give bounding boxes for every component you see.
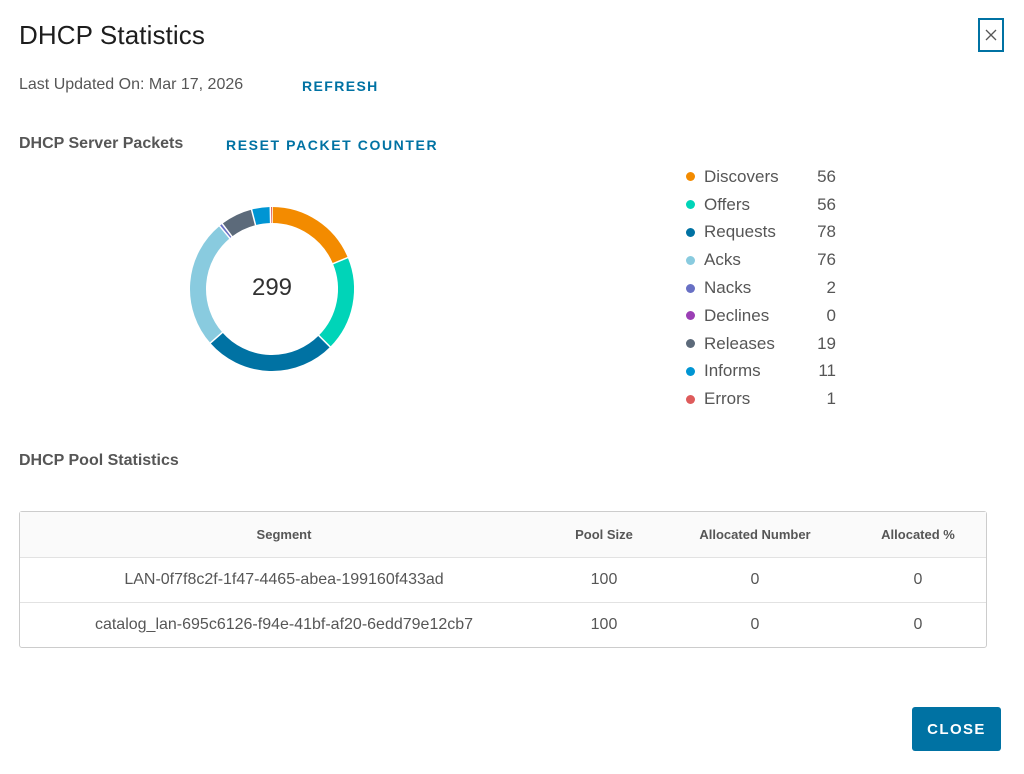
legend-item-informs: Informs 11: [686, 358, 836, 386]
donut-slice-discovers[interactable]: [271, 207, 348, 264]
donut-slice-separator: [250, 208, 257, 227]
packets-legend: Discovers 56 Offers 56 Requests 78 Acks 76 Nacks…: [686, 163, 836, 413]
donut-slice-offers[interactable]: [318, 257, 354, 347]
cell-allocated-percent: 0: [913, 616, 923, 633]
legend-value: 1: [826, 389, 836, 409]
legend-label: Nacks: [704, 278, 752, 298]
donut-slice-separator: [218, 224, 232, 240]
column-header-allocated-percent[interactable]: Allocated %: [881, 527, 955, 542]
donut-slice-acks[interactable]: [190, 225, 231, 344]
legend-value: 56: [817, 166, 836, 186]
table-row: catalog_lan-695c6126-f94e-41bf-af20-6edd…: [20, 602, 986, 647]
cell-allocated-number: 0: [750, 616, 760, 633]
legend-item-nacks: Nacks 2: [686, 274, 836, 302]
legend-dot: [686, 200, 695, 210]
close-button[interactable]: CLOSE: [912, 707, 1001, 751]
donut-slice-separator: [317, 334, 332, 349]
legend-label: Discovers: [704, 166, 779, 186]
column-header-allocated-number[interactable]: Allocated Number: [699, 527, 811, 542]
cell-segment: catalog_lan-695c6126-f94e-41bf-af20-6edd…: [94, 616, 474, 633]
cell-allocated-number: 0: [750, 571, 760, 588]
legend-dot: [686, 311, 695, 321]
legend-dot: [686, 339, 695, 349]
donut-slice-separator: [221, 222, 234, 238]
legend-dot: [686, 255, 695, 265]
close-dialog-button[interactable]: [978, 18, 1004, 52]
legend-value: 2: [826, 278, 836, 298]
dialog-title: DHCP Statistics: [19, 20, 205, 50]
legend-label: Informs: [704, 361, 761, 381]
legend-dot: [686, 394, 695, 404]
pool-statistics-table: Segment Pool Size Allocated Number Alloc…: [19, 511, 987, 648]
packets-donut-chart: [190, 206, 354, 371]
legend-label: Releases: [704, 333, 775, 353]
column-header-pool-size[interactable]: Pool Size: [575, 527, 633, 542]
cell-allocated-percent: 0: [913, 571, 923, 588]
legend-value: 11: [818, 361, 836, 381]
legend-value: 76: [817, 250, 836, 270]
legend-item-acks: Acks 76: [686, 246, 836, 274]
legend-dot: [686, 172, 695, 182]
cell-pool-size: 100: [590, 616, 618, 633]
donut-slice-informs[interactable]: [251, 207, 271, 226]
table-header-row: Segment Pool Size Allocated Number Alloc…: [20, 512, 986, 557]
refresh-button[interactable]: REFRESH: [302, 78, 379, 94]
server-packets-heading: DHCP Server Packets: [19, 135, 184, 152]
legend-value: 56: [817, 194, 836, 214]
donut-slice-separator: [331, 256, 349, 265]
legend-value: 0: [826, 305, 836, 325]
legend-label: Declines: [704, 305, 770, 325]
donut-total-label: 299: [251, 274, 293, 301]
table-row: LAN-0f7f8c2f-1f47-4465-abea-199160f433ad…: [20, 557, 986, 602]
pool-statistics-heading: DHCP Pool Statistics: [19, 452, 179, 469]
legend-label: Offers: [704, 194, 750, 214]
donut-slice-requests[interactable]: [210, 332, 331, 371]
legend-dot: [686, 283, 695, 293]
last-updated-text: Last Updated On: Mar 17, 2026: [19, 76, 244, 93]
legend-item-errors: Errors 1: [686, 385, 836, 413]
legend-item-discovers: Discovers 56: [686, 163, 836, 191]
legend-value: 78: [817, 222, 836, 242]
legend-item-offers: Offers 56: [686, 191, 836, 219]
legend-dot: [686, 227, 695, 237]
cell-pool-size: 100: [590, 571, 618, 588]
donut-slice-separator: [209, 331, 224, 345]
legend-label: Requests: [704, 222, 776, 242]
donut-slice-releases[interactable]: [222, 209, 256, 237]
legend-dot: [686, 366, 695, 376]
legend-item-releases: Releases 19: [686, 330, 836, 358]
legend-value: 19: [817, 333, 836, 353]
legend-label: Acks: [704, 250, 741, 270]
cell-segment: LAN-0f7f8c2f-1f47-4465-abea-199160f433ad: [124, 571, 444, 588]
legend-label: Errors: [704, 389, 751, 409]
column-header-segment[interactable]: Segment: [256, 527, 312, 542]
reset-packet-counter-button[interactable]: RESET PACKET COUNTER: [226, 137, 439, 153]
legend-item-declines: Declines 0: [686, 302, 836, 330]
close-icon: [985, 29, 997, 41]
legend-item-requests: Requests 78: [686, 219, 836, 247]
